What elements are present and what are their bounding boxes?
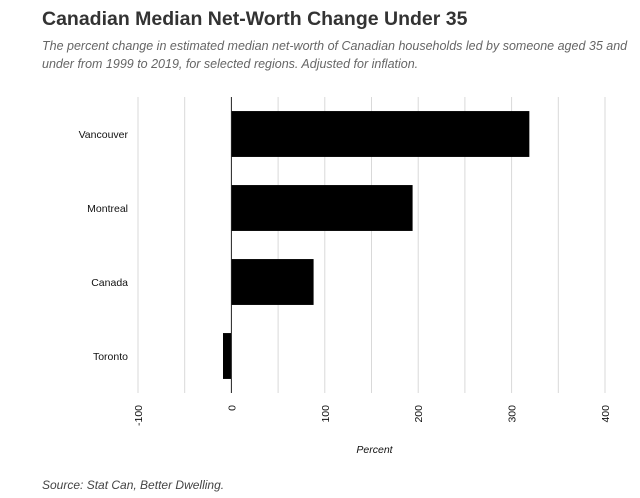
x-tick-label: 300 <box>507 405 519 423</box>
x-tick-label: 200 <box>413 405 425 423</box>
bar-vancouver <box>231 111 530 157</box>
category-label: Toronto <box>93 351 128 363</box>
bar-chart: Vancouver Montreal Canada Toronto -100 0 100 2… <box>79 97 612 456</box>
source-note: Source: Stat Can, Better Dwelling. <box>42 478 225 492</box>
x-axis-label: Percent <box>356 444 393 456</box>
x-tick-label: 0 <box>226 405 238 411</box>
x-tick-labels: -100 0 100 200 300 400 <box>133 405 612 426</box>
bar-canada <box>231 259 314 305</box>
category-labels: Vancouver Montreal Canada Toronto <box>79 129 129 363</box>
chart-title: Canadian Median Net-Worth Change Under 3… <box>42 8 468 30</box>
bar-montreal <box>231 185 413 231</box>
x-tick-label: 400 <box>600 405 612 423</box>
bar-toronto <box>222 333 232 379</box>
category-label: Canada <box>91 277 128 289</box>
bars <box>222 111 530 379</box>
category-label: Montreal <box>87 203 128 215</box>
category-label: Vancouver <box>79 129 129 141</box>
x-tick-label: -100 <box>133 405 145 426</box>
x-tick-label: 100 <box>320 405 332 423</box>
chart-subtitle: The percent change in estimated median n… <box>42 39 628 71</box>
